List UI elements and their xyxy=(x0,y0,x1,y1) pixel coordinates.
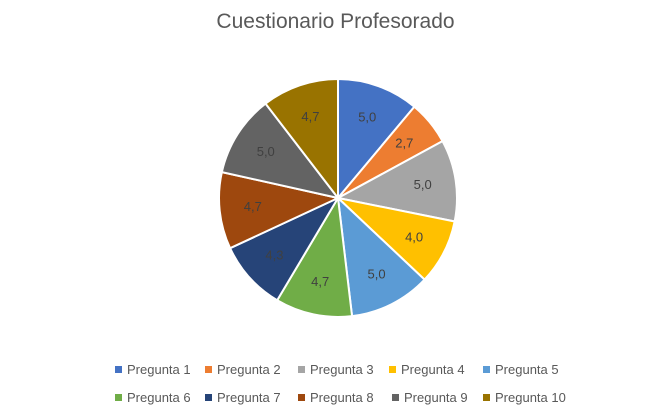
pie-slice-8 xyxy=(218,170,342,250)
legend-swatch xyxy=(298,366,305,373)
legend-label: Pregunta 7 xyxy=(217,390,281,405)
pie-slice-6 xyxy=(275,194,354,318)
pie-slice-1 xyxy=(337,77,416,201)
legend-label: Pregunta 5 xyxy=(495,362,559,377)
data-label-5: 5,0 xyxy=(368,267,386,282)
legend-swatch xyxy=(483,394,490,401)
legend-label: Pregunta 2 xyxy=(217,362,281,377)
pie-slice-5 xyxy=(336,195,427,318)
data-label-3: 5,0 xyxy=(414,177,432,192)
legend-label: Pregunta 9 xyxy=(404,390,468,405)
legend-item-7: Pregunta 7 xyxy=(205,390,281,405)
legend-swatch xyxy=(115,366,122,373)
legend-item-9: Pregunta 9 xyxy=(392,390,468,405)
legend-swatch xyxy=(115,394,122,401)
legend-label: Pregunta 3 xyxy=(310,362,374,377)
legend-swatch xyxy=(389,366,396,373)
legend-item-5: Pregunta 5 xyxy=(483,362,559,377)
legend-swatch xyxy=(392,394,399,401)
legend-item-4: Pregunta 4 xyxy=(389,362,465,377)
legend-item-1: Pregunta 1 xyxy=(115,362,191,377)
legend-swatch xyxy=(483,366,490,373)
legend-label: Pregunta 4 xyxy=(401,362,465,377)
legend-swatch xyxy=(205,394,212,401)
data-label-1: 5,0 xyxy=(358,109,376,124)
chart-title: Cuestionario Profesorado xyxy=(216,10,455,33)
pie-slice-10 xyxy=(264,77,339,201)
legend-item-6: Pregunta 6 xyxy=(115,390,191,405)
pie-slice-9 xyxy=(220,102,341,200)
legend-item-8: Pregunta 8 xyxy=(298,390,374,405)
pie-slice-3 xyxy=(335,139,458,223)
data-label-7: 4,3 xyxy=(265,247,283,262)
legend-label: Pregunta 6 xyxy=(127,390,191,405)
legend-swatch xyxy=(205,366,212,373)
data-label-4: 4,0 xyxy=(405,229,423,244)
data-label-10: 4,7 xyxy=(301,109,319,124)
legend-label: Pregunta 1 xyxy=(127,362,191,377)
legend-item-10: Pregunta 10 xyxy=(483,390,566,405)
legend-item-3: Pregunta 3 xyxy=(298,362,374,377)
legend-swatch xyxy=(298,394,305,401)
legend-item-2: Pregunta 2 xyxy=(205,362,281,377)
data-label-9: 5,0 xyxy=(257,144,275,159)
legend-label: Pregunta 10 xyxy=(495,390,566,405)
data-label-8: 4,7 xyxy=(244,199,262,214)
data-label-6: 4,7 xyxy=(311,274,329,289)
data-label-2: 2,7 xyxy=(395,136,413,151)
legend-label: Pregunta 8 xyxy=(310,390,374,405)
